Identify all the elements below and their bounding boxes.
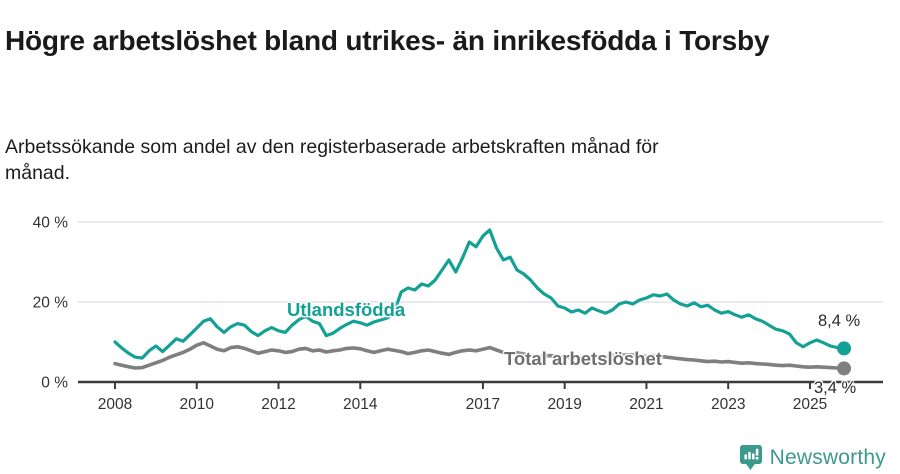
end-value-label-total: 3,4 % — [814, 379, 857, 397]
newsworthy-wordmark: Newsworthy — [769, 445, 886, 469]
bar-chart-speech-bubble-icon — [739, 444, 763, 471]
svg-text:2019: 2019 — [547, 396, 581, 413]
svg-text:0 %: 0 % — [41, 375, 68, 392]
end-value-label-utlandsfodda: 8,4 % — [818, 312, 861, 330]
svg-text:2023: 2023 — [711, 396, 745, 413]
svg-text:2017: 2017 — [466, 396, 500, 413]
svg-text:2010: 2010 — [180, 396, 215, 413]
chart-title: Högre arbetslöshet bland utrikes- än inr… — [5, 24, 770, 56]
chart-subtitle: Arbetssökande som andel av den registerb… — [5, 135, 659, 185]
svg-text:20 %: 20 % — [33, 295, 69, 312]
newsworthy-logo: Newsworthy — [739, 444, 886, 471]
svg-text:2025: 2025 — [793, 396, 827, 413]
svg-text:2008: 2008 — [98, 396, 132, 413]
series-label-utlandsfodda: Utlandsfödda — [287, 299, 406, 320]
svg-text:40 %: 40 % — [33, 215, 69, 232]
svg-text:2021: 2021 — [629, 396, 663, 413]
series-label-total-arbetsloshet: Total arbetslöshet — [504, 348, 662, 369]
svg-text:2012: 2012 — [261, 396, 295, 413]
svg-text:2014: 2014 — [343, 396, 378, 413]
